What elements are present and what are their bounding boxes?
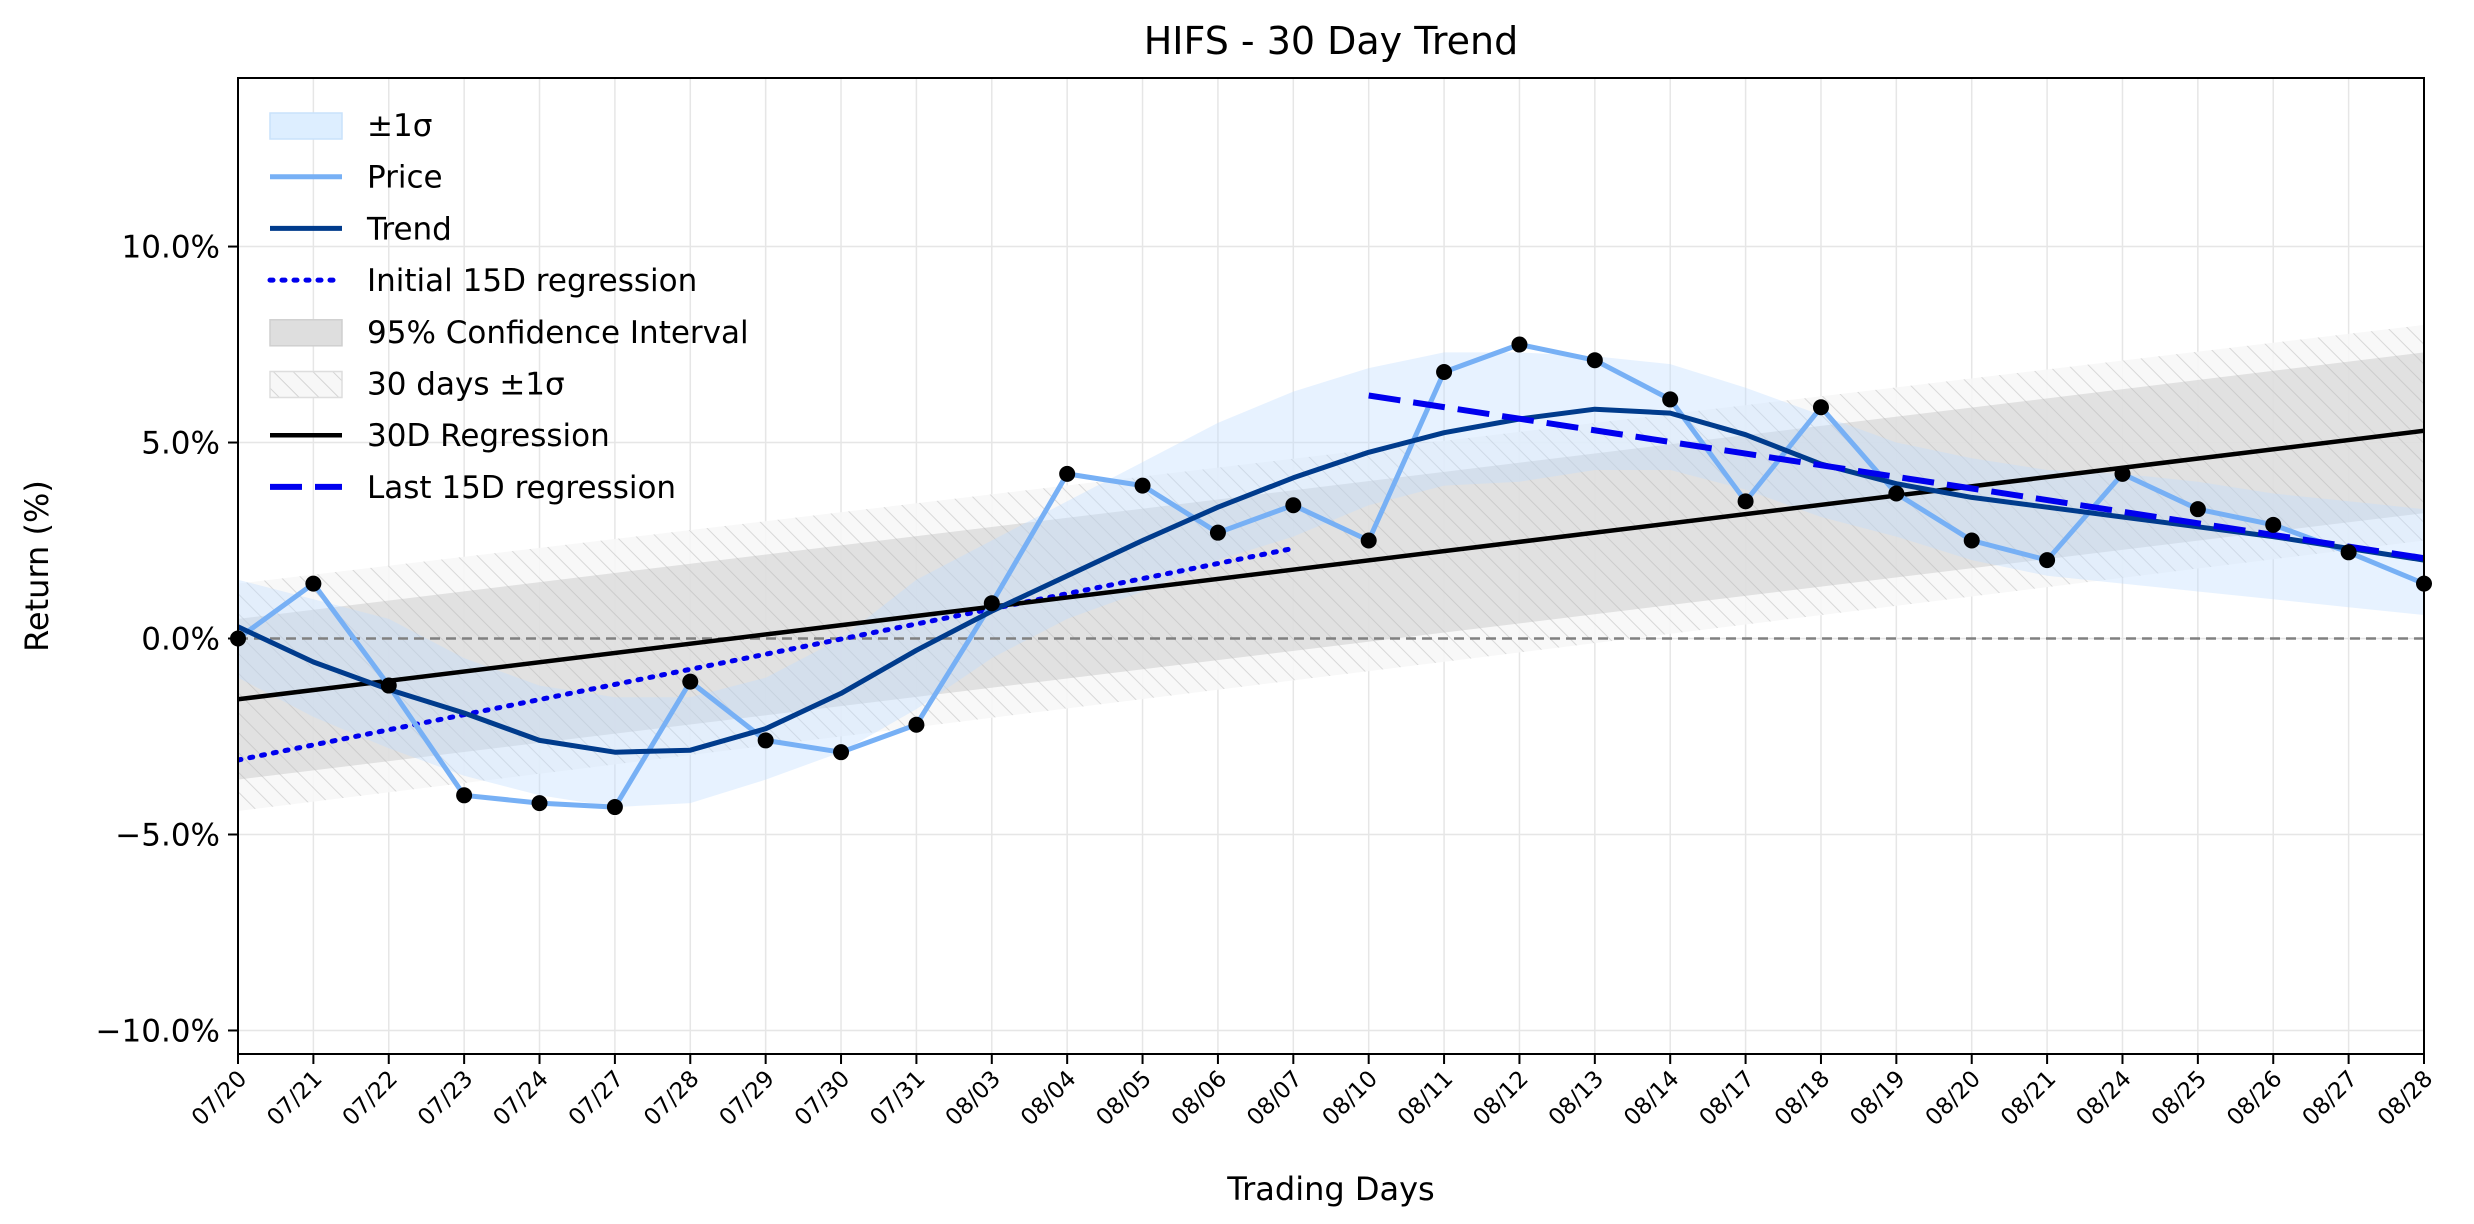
legend-label-initial-15d-regression: Initial 15D regression [367,263,697,299]
regression-30d-line [238,428,2424,702]
price-point [1737,493,1754,510]
price-point [1209,524,1226,541]
x-tick-label: 08/27 [2298,1066,2363,1131]
x-tick-label: 08/10 [1318,1066,1383,1131]
y-tick-label: 0.0% [141,622,220,658]
price-point [1888,485,1905,502]
x-tick-label: 08/26 [2222,1066,2287,1131]
x-tick-label: 08/24 [2071,1066,2136,1131]
price-points [230,336,2432,816]
price-point [305,575,322,592]
x-tick-label: 08/20 [1921,1066,1986,1131]
band-layer [238,324,2424,811]
price-point [606,799,623,816]
legend-swatch-30-days-1 [269,370,343,399]
price-point [1812,399,1829,416]
legend-label-price: Price [367,160,443,196]
price-point [757,732,774,749]
x-tick-label: 08/25 [2147,1066,2212,1131]
price-point [1436,363,1453,380]
x-tick-label: 07/24 [488,1066,553,1131]
legend-label-1: ±1σ [367,108,432,144]
x-tick-label: 08/06 [1167,1066,1232,1131]
x-tick-label: 07/30 [790,1066,855,1131]
price-point [2265,516,2282,533]
x-tick-label: 08/11 [1393,1066,1458,1131]
legend-label-30-days-1: 30 days ±1σ [367,367,565,403]
x-tick-label: 07/31 [865,1066,930,1131]
legend-label-last-15d-regression: Last 15D regression [367,470,676,506]
price-point [456,787,473,804]
legend-swatch-1 [269,112,343,140]
price-line [238,342,2424,810]
price-point [833,744,850,761]
y-axis-label: Return (%) [18,480,56,652]
x-tick-label: 07/28 [639,1066,704,1131]
legend-swatch-95-confidence-interval [269,319,343,347]
plot-frame [237,77,2425,1055]
price-point [1285,497,1302,514]
legend-label-trend: Trend [366,211,452,247]
legend-label-30d-regression: 30D Regression [367,418,610,454]
y-tick-label: −10.0% [96,1013,220,1049]
x-tick-label: 08/05 [1092,1066,1157,1131]
legend-label-95-confidence-interval: 95% Confidence Interval [367,315,749,351]
x-tick-label: 08/18 [1770,1066,1835,1131]
x-tick-label: 08/14 [1619,1066,1684,1131]
series-layer [238,342,2424,810]
x-tick-label: 08/28 [2373,1066,2438,1131]
legend: ±1σ Price Trend Initial 15D regression 95% C… [267,108,749,506]
price-point [2340,544,2357,561]
price-point [2114,465,2131,482]
price-point [1963,532,1980,549]
y-tick-label: −5.0% [115,817,220,853]
x-tick-label: 07/27 [564,1066,629,1131]
chart-title: HIFS - 30 Day Trend [1144,19,1519,63]
price-point [1059,465,1076,482]
x-tick-label: 08/07 [1242,1066,1307,1131]
price-point [983,595,1000,612]
price-point [1511,336,1528,353]
price-point [531,795,548,812]
price-point [682,673,699,690]
x-tick-label: 08/13 [1544,1066,1609,1131]
x-tick-label: 08/04 [1016,1066,1081,1131]
price-point [2189,501,2206,518]
x-axis-label: Trading Days [1226,1170,1434,1208]
x-tick-label: 08/19 [1845,1066,1910,1131]
y-tick-label: 10.0% [122,230,220,266]
x-tick-label: 07/23 [413,1066,478,1131]
price-point [1360,532,1377,549]
x-tick-label: 07/21 [262,1066,327,1131]
x-tick-label: 07/29 [715,1066,780,1131]
x-tick-label: 07/20 [187,1066,252,1131]
band-sigma [238,352,2424,808]
band-30d-sigma [238,324,2424,811]
x-tick-label: 08/12 [1468,1066,1533,1131]
x-tick-label: 07/22 [338,1066,403,1131]
x-tick-label: 08/17 [1695,1066,1760,1131]
price-point [380,677,397,694]
y-tick-label: 5.0% [141,426,220,462]
x-tick-label: 08/21 [1996,1066,2061,1131]
x-tick-label: 08/03 [941,1066,1006,1131]
price-point [1134,477,1151,494]
price-point [1586,352,1603,369]
price-point [1662,391,1679,408]
price-point [908,716,925,733]
trend-line [238,406,2424,755]
price-point [2039,552,2056,569]
